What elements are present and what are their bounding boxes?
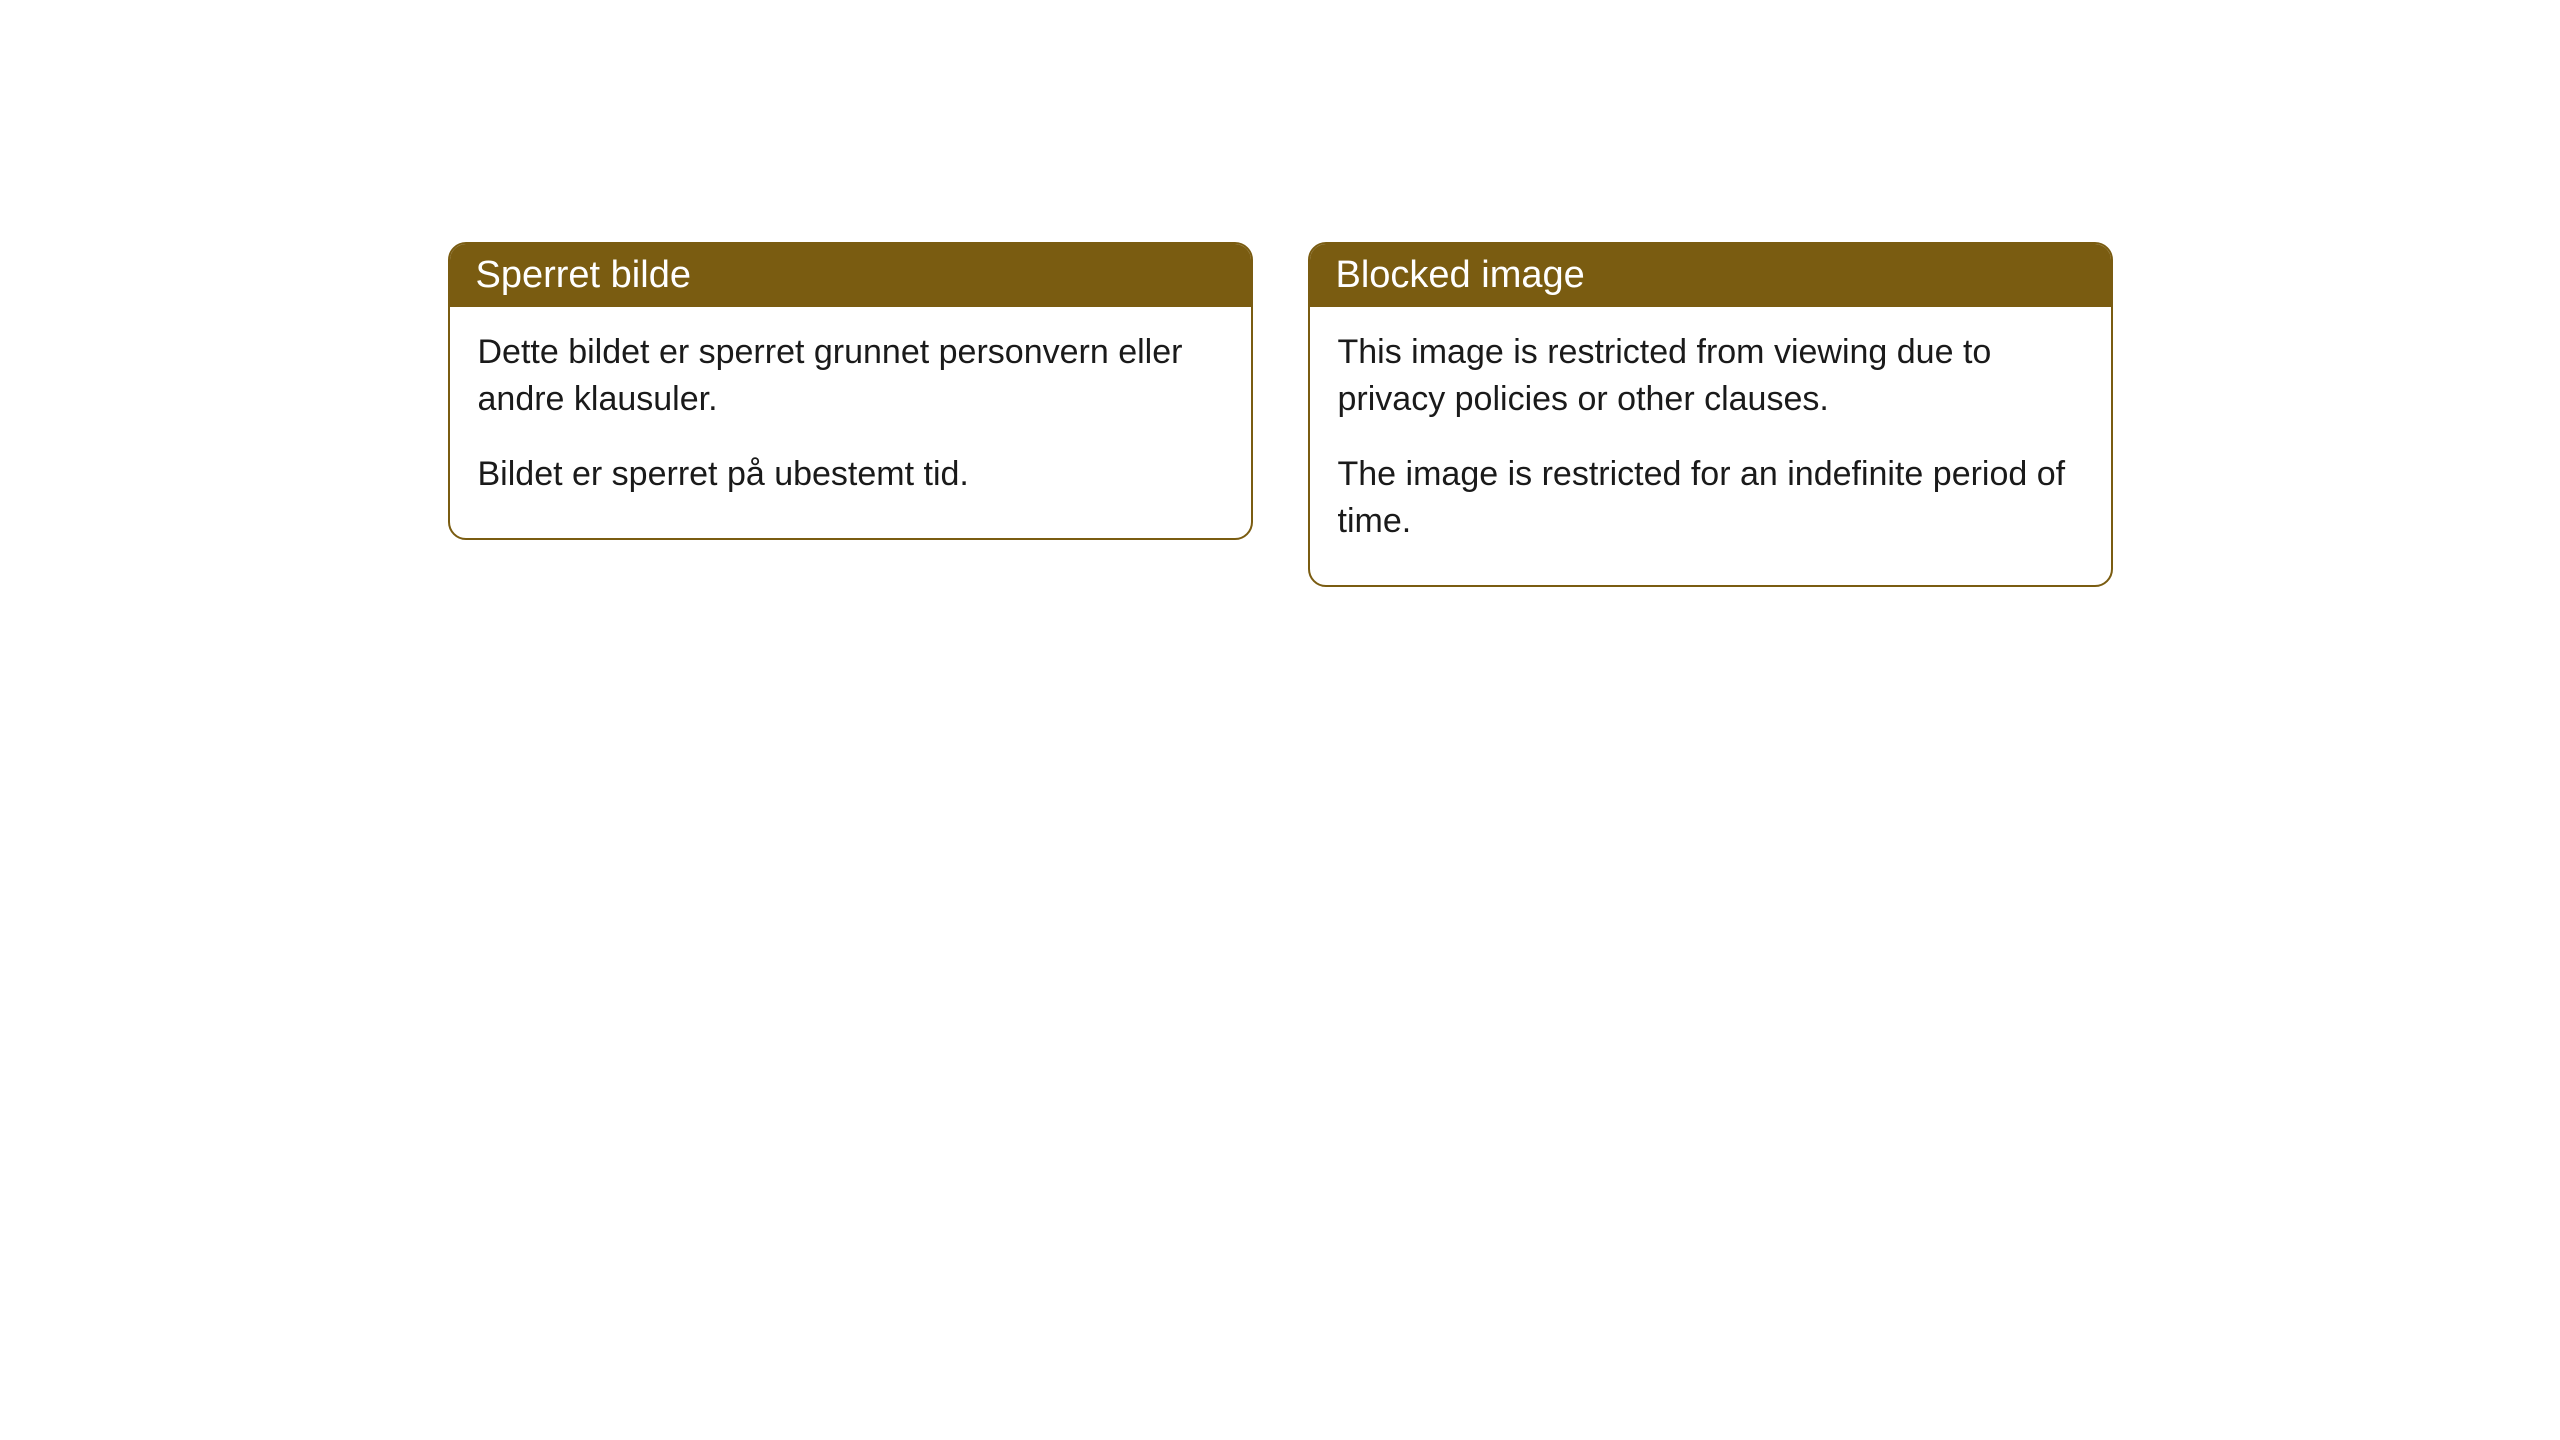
card-header: Blocked image [1310,244,2111,307]
notice-container: Sperret bilde Dette bildet er sperret gr… [448,242,2113,1440]
card-title: Sperret bilde [476,254,691,296]
card-paragraph: This image is restricted from viewing du… [1338,329,2083,423]
card-title: Blocked image [1336,254,1585,296]
notice-card-norwegian: Sperret bilde Dette bildet er sperret gr… [448,242,1253,540]
card-paragraph: Dette bildet er sperret grunnet personve… [478,329,1223,423]
card-header: Sperret bilde [450,244,1251,307]
notice-card-english: Blocked image This image is restricted f… [1308,242,2113,587]
card-body: Dette bildet er sperret grunnet personve… [450,307,1251,538]
card-body: This image is restricted from viewing du… [1310,307,2111,585]
card-paragraph: The image is restricted for an indefinit… [1338,451,2083,545]
card-paragraph: Bildet er sperret på ubestemt tid. [478,451,1223,498]
